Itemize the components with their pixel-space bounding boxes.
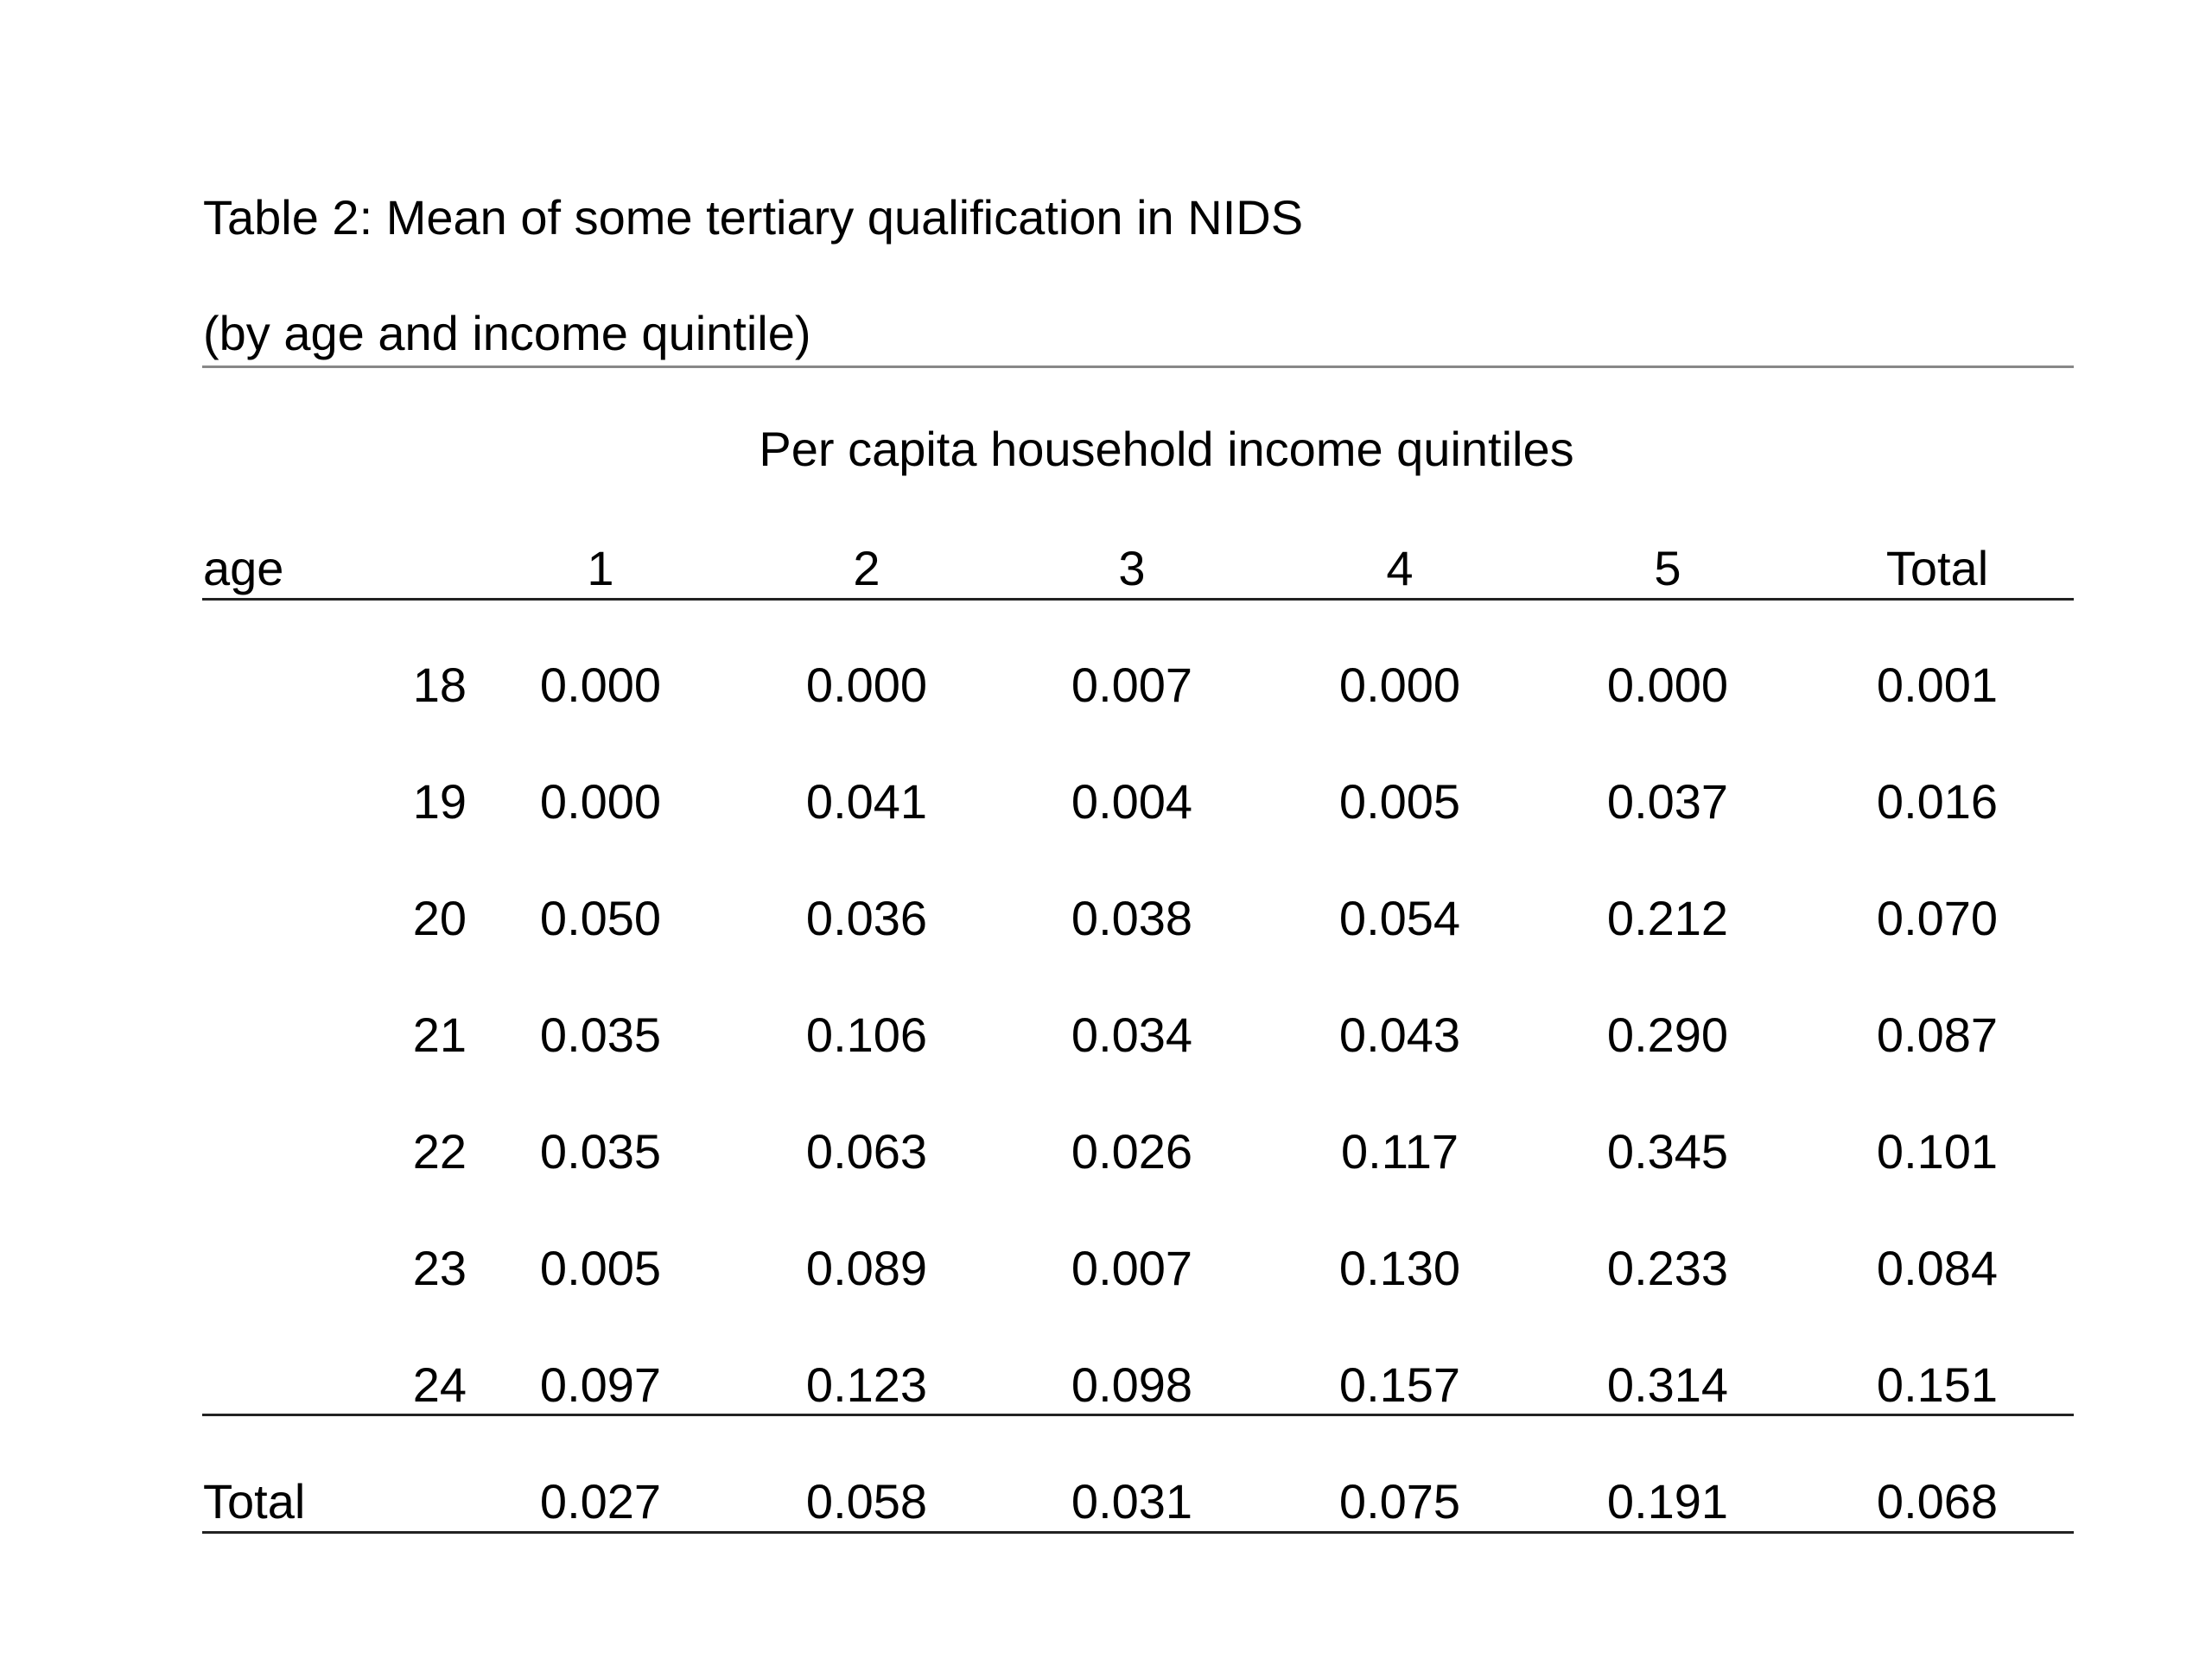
top-rule xyxy=(202,365,2074,368)
cell: 0.084 xyxy=(1876,1241,1999,1295)
cell: 0.123 xyxy=(805,1357,928,1412)
cell: 0.037 xyxy=(1606,774,1729,829)
cell: 0.007 xyxy=(1071,658,1193,712)
cell: 0.027 xyxy=(539,1474,662,1529)
table-row: 21 0.035 0.106 0.034 0.043 0.290 0.087 xyxy=(0,1005,2212,1065)
row-age: 24 xyxy=(412,1357,467,1412)
header-row: age 1 2 3 4 5 Total xyxy=(0,538,2212,599)
cell: 0.097 xyxy=(539,1357,662,1412)
header-col-4: 4 xyxy=(1386,541,1414,595)
cell: 0.034 xyxy=(1071,1007,1193,1062)
table-row: 18 0.000 0.000 0.007 0.000 0.000 0.001 xyxy=(0,655,2212,715)
column-spanner-label: Per capita household income quintiles xyxy=(759,422,1574,476)
cell: 0.068 xyxy=(1876,1474,1999,1529)
cell: 0.089 xyxy=(805,1241,928,1295)
cell: 0.212 xyxy=(1606,891,1729,945)
header-col-1: 1 xyxy=(587,541,614,595)
table-row: 23 0.005 0.089 0.007 0.130 0.233 0.084 xyxy=(0,1238,2212,1299)
row-age: 22 xyxy=(412,1124,467,1179)
cell: 0.031 xyxy=(1071,1474,1193,1529)
cell: 0.290 xyxy=(1606,1007,1729,1062)
cell: 0.157 xyxy=(1338,1357,1461,1412)
cell: 0.000 xyxy=(539,658,662,712)
row-age: 19 xyxy=(412,774,467,829)
cell: 0.016 xyxy=(1876,774,1999,829)
cell: 0.233 xyxy=(1606,1241,1729,1295)
header-col-5: 5 xyxy=(1654,541,1681,595)
cell: 0.007 xyxy=(1071,1241,1193,1295)
cell: 0.035 xyxy=(539,1007,662,1062)
header-rule xyxy=(202,598,2074,601)
cell: 0.098 xyxy=(1071,1357,1193,1412)
row-age: 20 xyxy=(412,891,467,945)
cell: 0.063 xyxy=(805,1124,928,1179)
cell: 0.054 xyxy=(1338,891,1461,945)
cell: 0.117 xyxy=(1341,1124,1459,1179)
table-subtitle: (by age and income quintile) xyxy=(203,306,811,360)
cell: 0.000 xyxy=(805,658,928,712)
cell: 0.191 xyxy=(1606,1474,1729,1529)
table-row: 20 0.050 0.036 0.038 0.054 0.212 0.070 xyxy=(0,888,2212,949)
cell: 0.000 xyxy=(1606,658,1729,712)
cell: 0.004 xyxy=(1071,774,1193,829)
cell: 0.026 xyxy=(1071,1124,1193,1179)
header-col-2: 2 xyxy=(853,541,880,595)
row-age: 23 xyxy=(412,1241,467,1295)
cell: 0.005 xyxy=(539,1241,662,1295)
cell: 0.345 xyxy=(1606,1124,1729,1179)
header-col-3: 3 xyxy=(1118,541,1146,595)
cell: 0.075 xyxy=(1338,1474,1461,1529)
cell: 0.058 xyxy=(805,1474,928,1529)
cell: 0.000 xyxy=(539,774,662,829)
cell: 0.050 xyxy=(539,891,662,945)
row-age: 18 xyxy=(412,658,467,712)
header-age: age xyxy=(203,541,284,595)
cell: 0.038 xyxy=(1071,891,1193,945)
cell: 0.087 xyxy=(1876,1007,1999,1062)
bottom-rule xyxy=(202,1531,2074,1534)
cell: 0.101 xyxy=(1876,1124,1999,1179)
cell: 0.151 xyxy=(1876,1357,1999,1412)
table-title: Table 2: Mean of some tertiary qualifica… xyxy=(203,190,1304,245)
cell: 0.001 xyxy=(1876,658,1999,712)
table-row: 24 0.097 0.123 0.098 0.157 0.314 0.151 xyxy=(0,1355,2212,1415)
cell: 0.070 xyxy=(1876,891,1999,945)
total-label: Total xyxy=(203,1474,306,1529)
cell: 0.000 xyxy=(1338,658,1461,712)
cell: 0.041 xyxy=(805,774,928,829)
table-row: 19 0.000 0.041 0.004 0.005 0.037 0.016 xyxy=(0,772,2212,832)
row-age: 21 xyxy=(412,1007,467,1062)
cell: 0.314 xyxy=(1606,1357,1729,1412)
cell: 0.036 xyxy=(805,891,928,945)
total-row: Total 0.027 0.058 0.031 0.075 0.191 0.06… xyxy=(0,1471,2212,1532)
cell: 0.043 xyxy=(1338,1007,1461,1062)
cell: 0.106 xyxy=(805,1007,928,1062)
cell: 0.035 xyxy=(539,1124,662,1179)
cell: 0.130 xyxy=(1338,1241,1461,1295)
table-row: 22 0.035 0.063 0.026 0.117 0.345 0.101 xyxy=(0,1122,2212,1182)
header-col-total: Total xyxy=(1885,541,1989,595)
body-rule xyxy=(202,1414,2074,1416)
cell: 0.005 xyxy=(1338,774,1461,829)
